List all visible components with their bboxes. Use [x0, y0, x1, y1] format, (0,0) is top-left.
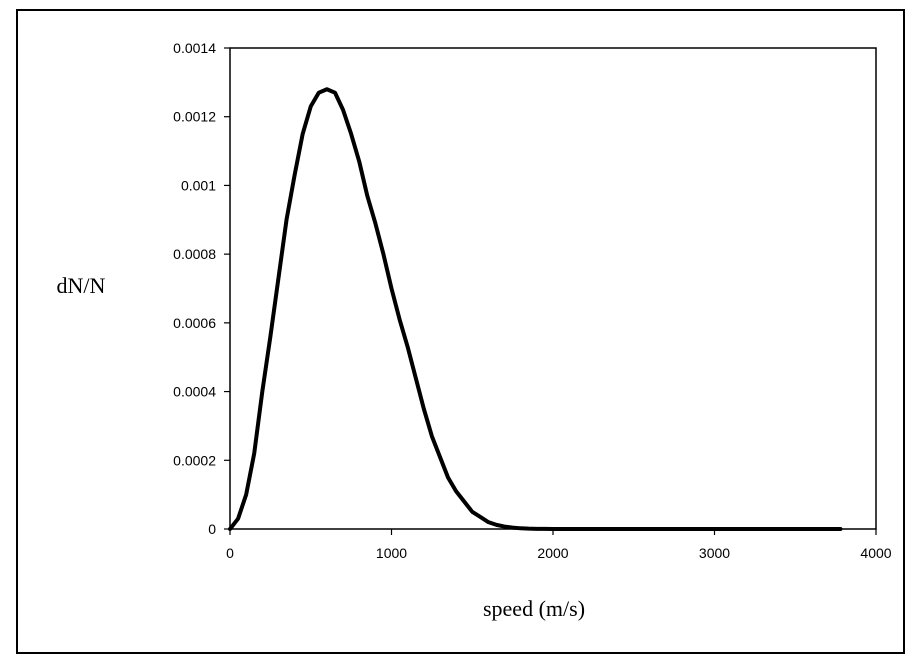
series-line	[228, 87, 843, 531]
y-tick-label: 0.001	[181, 177, 216, 193]
speed-distribution-chart: 0 0.0002 0.0004 0.0006 0.0008 0.001 0.0012 0.00…	[57, 40, 892, 621]
x-axis-title: speed (m/s)	[483, 596, 585, 621]
x-tick-label: 3000	[699, 545, 730, 561]
chart-frame: 0 0.0002 0.0004 0.0006 0.0008 0.001 0.0012 0.00…	[16, 9, 905, 654]
x-tick-label: 1000	[376, 545, 407, 561]
y-axis-ticks: 0 0.0002 0.0004 0.0006 0.0008 0.001 0.0012 0.00…	[173, 40, 230, 537]
x-tick-label: 0	[226, 545, 234, 561]
y-tick-label: 0.0008	[173, 246, 216, 262]
y-tick-label: 0.0012	[173, 109, 216, 125]
y-tick-label: 0.0006	[173, 315, 216, 331]
y-tick-label: 0.0002	[173, 452, 216, 468]
x-tick-label: 4000	[860, 545, 891, 561]
x-axis-ticks: 0 1000 2000 3000 4000	[226, 529, 892, 561]
x-tick-label: 2000	[537, 545, 568, 561]
plot-area	[229, 47, 877, 530]
y-axis-title: dN/N	[57, 273, 106, 298]
y-tick-label: 0.0014	[173, 40, 216, 56]
y-tick-label: 0	[208, 521, 216, 537]
y-tick-label: 0.0004	[173, 384, 216, 400]
